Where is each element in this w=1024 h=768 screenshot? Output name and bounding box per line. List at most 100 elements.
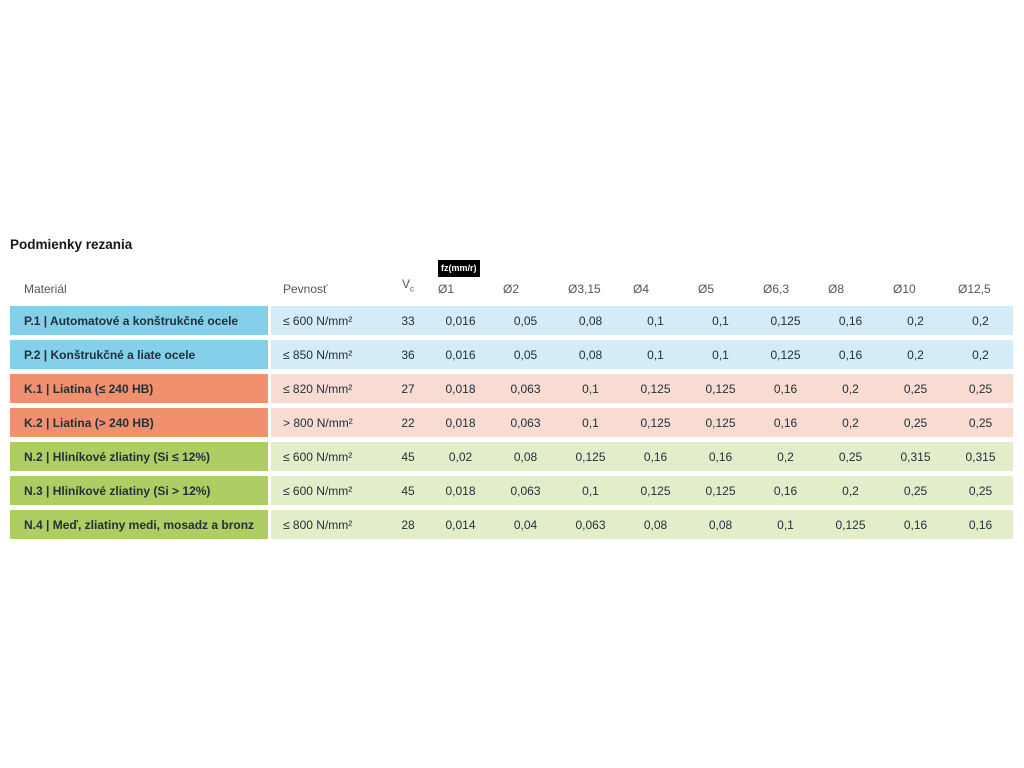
feed-value-cell: 0,125 <box>753 340 818 369</box>
feed-value-cell: 0,1 <box>558 476 623 505</box>
feed-value-cell: 0,08 <box>558 340 623 369</box>
column-header-d7: Ø8 <box>828 282 845 296</box>
feed-value-cell: 0,16 <box>883 510 948 539</box>
feed-value-cell: 0,125 <box>623 408 688 437</box>
feed-value-cell: 0,02 <box>428 442 493 471</box>
table-row: P.1 | Automatové a konštrukčné ocele ≤ 60… <box>10 306 1013 335</box>
feed-value-cell: 0,08 <box>558 306 623 335</box>
feed-value-cell: 0,1 <box>558 408 623 437</box>
feed-value-cell: 0,018 <box>428 408 493 437</box>
material-cell: K.2 | Liatina (> 240 HB) <box>10 408 268 437</box>
vc-cell: 45 <box>388 476 428 505</box>
feed-value-cell: 0,16 <box>688 442 753 471</box>
feed-value-cell: 0,16 <box>818 340 883 369</box>
table-row: N.3 | Hliníkové zliatiny (Si > 12%) ≤ 600… <box>10 476 1013 505</box>
table-header-row: Materiál Pevnosť Vc fz(mm/r) Ø1 Ø2 Ø3,15… <box>10 258 1013 296</box>
feed-value-cell: 0,2 <box>948 340 1013 369</box>
strength-cell: ≤ 850 N/mm² <box>271 340 388 369</box>
strength-cell: > 800 N/mm² <box>271 408 388 437</box>
feed-value-cell: 0,25 <box>883 374 948 403</box>
feed-value-cell: 0,2 <box>753 442 818 471</box>
feed-value-cell: 0,25 <box>883 476 948 505</box>
feed-value-cell: 0,2 <box>818 374 883 403</box>
column-header-d5: Ø5 <box>698 282 715 296</box>
feed-value-cell: 0,25 <box>818 442 883 471</box>
table-row: P.2 | Konštrukčné a liate ocele ≤ 850 N/m… <box>10 340 1013 369</box>
material-cell: N.4 | Meď, zliatiny medi, mosadz a bronz <box>10 510 268 539</box>
feed-value-cell: 0,16 <box>753 476 818 505</box>
feed-value-cell: 0,063 <box>493 408 558 437</box>
column-header-strength: Pevnosť <box>283 282 328 296</box>
feed-value-cell: 0,16 <box>753 408 818 437</box>
table-rows: P.1 | Automatové a konštrukčné ocele ≤ 60… <box>10 306 1013 539</box>
feed-value-cell: 0,05 <box>493 340 558 369</box>
column-header-d2: Ø2 <box>503 282 520 296</box>
feed-value-cell: 0,125 <box>753 306 818 335</box>
column-header-d8: Ø10 <box>893 282 916 296</box>
strength-cell: ≤ 600 N/mm² <box>271 476 388 505</box>
feed-value-cell: 0,04 <box>493 510 558 539</box>
feed-value-cell: 0,25 <box>948 374 1013 403</box>
feed-value-cell: 0,016 <box>428 306 493 335</box>
strength-cell: ≤ 800 N/mm² <box>271 510 388 539</box>
column-header-vc: Vc <box>388 277 428 296</box>
d1-label: Ø1 <box>438 282 455 296</box>
feed-value-cell: 0,125 <box>558 442 623 471</box>
feed-value-cell: 0,16 <box>623 442 688 471</box>
column-header-d4: Ø4 <box>633 282 650 296</box>
column-header-d3: Ø3,15 <box>568 282 601 296</box>
feed-value-cell: 0,1 <box>688 306 753 335</box>
material-cell: K.1 | Liatina (≤ 240 HB) <box>10 374 268 403</box>
cutting-conditions-table: Materiál Pevnosť Vc fz(mm/r) Ø1 Ø2 Ø3,15… <box>10 258 1013 544</box>
feed-value-cell: 0,16 <box>753 374 818 403</box>
material-cell: P.1 | Automatové a konštrukčné ocele <box>10 306 268 335</box>
feed-value-cell: 0,315 <box>883 442 948 471</box>
feed-value-cell: 0,1 <box>753 510 818 539</box>
feed-value-cell: 0,315 <box>948 442 1013 471</box>
feed-value-cell: 0,125 <box>818 510 883 539</box>
feed-value-cell: 0,014 <box>428 510 493 539</box>
feed-value-cell: 0,018 <box>428 476 493 505</box>
column-header-material: Materiál <box>24 282 67 296</box>
feed-value-cell: 0,2 <box>883 340 948 369</box>
table-row: N.2 | Hliníkové zliatiny (Si ≤ 12%) ≤ 600… <box>10 442 1013 471</box>
strength-cell: ≤ 600 N/mm² <box>271 442 388 471</box>
vc-symbol: V <box>401 276 410 291</box>
feed-value-cell: 0,2 <box>883 306 948 335</box>
feed-value-cell: 0,2 <box>948 306 1013 335</box>
feed-value-cell: 0,125 <box>623 374 688 403</box>
table-row: K.2 | Liatina (> 240 HB) > 800 N/mm² 22 0,0… <box>10 408 1013 437</box>
material-cell: N.2 | Hliníkové zliatiny (Si ≤ 12%) <box>10 442 268 471</box>
feed-value-cell: 0,2 <box>818 408 883 437</box>
feed-value-cell: 0,063 <box>558 510 623 539</box>
strength-cell: ≤ 600 N/mm² <box>271 306 388 335</box>
feed-value-cell: 0,25 <box>883 408 948 437</box>
feed-value-cell: 0,25 <box>948 408 1013 437</box>
feed-value-cell: 0,16 <box>948 510 1013 539</box>
table-row: N.4 | Meď, zliatiny medi, mosadz a bronz… <box>10 510 1013 539</box>
table-row: K.1 | Liatina (≤ 240 HB) ≤ 820 N/mm² 27 0,0… <box>10 374 1013 403</box>
feed-value-cell: 0,125 <box>688 374 753 403</box>
feed-value-cell: 0,1 <box>623 340 688 369</box>
feed-value-cell: 0,25 <box>948 476 1013 505</box>
feed-value-cell: 0,016 <box>428 340 493 369</box>
feed-value-cell: 0,063 <box>493 374 558 403</box>
feed-value-cell: 0,125 <box>623 476 688 505</box>
feed-value-cell: 0,125 <box>688 408 753 437</box>
vc-subscript: c <box>410 284 414 293</box>
vc-cell: 36 <box>388 340 428 369</box>
vc-cell: 28 <box>388 510 428 539</box>
vc-cell: 27 <box>388 374 428 403</box>
column-header-d6: Ø6,3 <box>763 282 790 296</box>
column-header-d9: Ø12,5 <box>958 282 991 296</box>
feed-value-cell: 0,1 <box>558 374 623 403</box>
feed-value-cell: 0,05 <box>493 306 558 335</box>
material-cell: N.3 | Hliníkové zliatiny (Si > 12%) <box>10 476 268 505</box>
vc-cell: 33 <box>388 306 428 335</box>
feed-value-cell: 0,018 <box>428 374 493 403</box>
fz-unit-badge: fz(mm/r) <box>438 260 480 277</box>
feed-value-cell: 0,08 <box>623 510 688 539</box>
feed-value-cell: 0,08 <box>688 510 753 539</box>
feed-value-cell: 0,16 <box>818 306 883 335</box>
feed-value-cell: 0,1 <box>688 340 753 369</box>
